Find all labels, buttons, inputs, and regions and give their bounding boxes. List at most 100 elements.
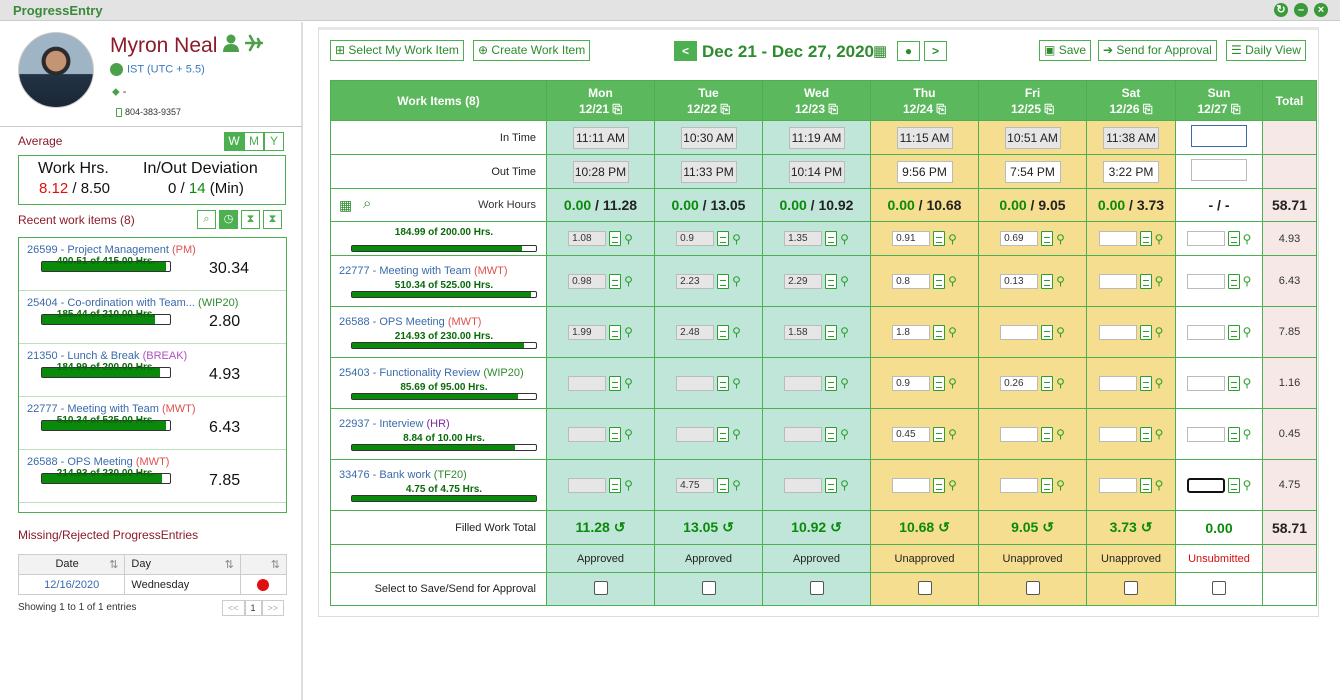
attach-icon[interactable]: ⚲ bbox=[732, 478, 741, 492]
recent-item-title[interactable]: 26599 - Project Management (PM) bbox=[27, 244, 196, 256]
send-approval-button[interactable]: ➔ Send for Approval bbox=[1098, 40, 1217, 61]
attach-icon[interactable]: ⚲ bbox=[732, 427, 741, 441]
copy-icon[interactable]: ⎘ bbox=[936, 101, 946, 116]
note-icon[interactable] bbox=[717, 273, 730, 289]
attach-icon[interactable]: ⚲ bbox=[1056, 325, 1065, 339]
note-icon[interactable] bbox=[1227, 375, 1240, 391]
attach-icon[interactable]: ⚲ bbox=[1154, 231, 1164, 246]
recent-item-title[interactable]: 26588 - OPS Meeting (MWT) bbox=[27, 456, 170, 468]
note-icon[interactable] bbox=[1041, 324, 1054, 340]
attach-icon[interactable]: ⚲ bbox=[1056, 478, 1065, 492]
note-icon[interactable] bbox=[1139, 273, 1152, 289]
recent-item-title[interactable]: 22777 - Meeting with Team (MWT) bbox=[27, 403, 196, 415]
recent-item[interactable]: 26599 - Project Management (PM) 400.51 o… bbox=[19, 238, 286, 291]
select-checkbox[interactable] bbox=[1124, 580, 1138, 595]
note-icon[interactable] bbox=[1227, 324, 1240, 340]
attach-icon[interactable]: ⚲ bbox=[1154, 478, 1164, 492]
work-item-title[interactable]: 22777 - Meeting with Team (MWT) bbox=[339, 264, 508, 277]
history-icon[interactable]: ↺ bbox=[1140, 519, 1153, 535]
attach-icon[interactable]: ⚲ bbox=[624, 376, 633, 390]
note-icon[interactable] bbox=[609, 324, 622, 340]
note-icon[interactable] bbox=[1139, 426, 1152, 442]
note-icon[interactable] bbox=[825, 477, 838, 493]
note-icon[interactable] bbox=[1227, 273, 1240, 289]
attach-icon[interactable]: ⚲ bbox=[624, 274, 633, 288]
hours-input[interactable] bbox=[784, 477, 823, 493]
hours-input[interactable] bbox=[1186, 273, 1225, 289]
attach-icon[interactable]: ⚲ bbox=[840, 376, 849, 390]
hourglass-icon[interactable]: ⧗ bbox=[241, 210, 260, 229]
note-icon[interactable] bbox=[609, 477, 622, 493]
toggle-week[interactable]: W bbox=[224, 132, 244, 151]
hours-input[interactable] bbox=[784, 375, 823, 391]
sort-icon[interactable]: ⇅ bbox=[224, 559, 234, 571]
note-icon[interactable] bbox=[1041, 477, 1054, 493]
select-my-work-item-button[interactable]: ⊞ Select My Work Item bbox=[330, 40, 464, 61]
attach-icon[interactable]: ⚲ bbox=[1242, 427, 1252, 441]
history-icon[interactable]: ↺ bbox=[722, 519, 734, 535]
minimize-icon[interactable]: – bbox=[1294, 3, 1308, 17]
hours-input[interactable] bbox=[568, 426, 607, 442]
close-icon[interactable]: × bbox=[1314, 3, 1328, 17]
note-icon[interactable] bbox=[1139, 477, 1152, 493]
note-icon[interactable] bbox=[1227, 426, 1240, 442]
prev-week-button[interactable]: < bbox=[674, 41, 697, 61]
hours-input[interactable] bbox=[1098, 477, 1137, 493]
hours-input[interactable]: 0.9 bbox=[676, 231, 715, 246]
hours-input[interactable] bbox=[1186, 477, 1225, 493]
note-icon[interactable] bbox=[933, 324, 946, 340]
note-icon[interactable] bbox=[825, 273, 838, 289]
note-icon[interactable] bbox=[717, 324, 730, 340]
attach-icon[interactable]: ⚲ bbox=[1056, 231, 1065, 246]
attach-icon[interactable]: ⚲ bbox=[840, 427, 849, 441]
recent-item[interactable]: 25404 - Co-ordination with Team... (WIP2… bbox=[19, 291, 286, 344]
note-icon[interactable] bbox=[1041, 375, 1054, 391]
page-number[interactable]: 1 bbox=[244, 600, 262, 616]
attach-icon[interactable]: ⚲ bbox=[948, 376, 957, 390]
hours-input[interactable]: 0.69 bbox=[1000, 231, 1039, 246]
hours-input[interactable]: 4.75 bbox=[676, 477, 715, 493]
work-item-title[interactable]: 26588 - OPS Meeting (MWT) bbox=[339, 315, 482, 328]
note-icon[interactable] bbox=[609, 273, 622, 289]
attach-icon[interactable]: ⚲ bbox=[1242, 376, 1252, 390]
create-work-item-button[interactable]: ⊕ Create Work Item bbox=[473, 40, 591, 61]
plane-icon[interactable] bbox=[244, 34, 264, 58]
attach-icon[interactable]: ⚲ bbox=[624, 427, 633, 441]
clock-icon[interactable]: ◷ bbox=[219, 210, 238, 229]
copy-icon[interactable]: ⎘ bbox=[612, 101, 622, 116]
note-icon[interactable] bbox=[933, 375, 946, 391]
current-week-button[interactable]: ● bbox=[897, 41, 920, 61]
in-time-input[interactable]: 10:51 AM bbox=[1004, 126, 1061, 149]
attach-icon[interactable]: ⚲ bbox=[732, 274, 741, 288]
hours-input[interactable]: 1.35 bbox=[784, 231, 823, 246]
recent-item[interactable]: 26588 - OPS Meeting (MWT) 214.93 of 230.… bbox=[19, 450, 286, 503]
select-checkbox[interactable] bbox=[701, 580, 716, 595]
select-checkbox[interactable] bbox=[917, 580, 932, 595]
calendar-icon[interactable]: ▦ bbox=[873, 43, 888, 60]
hours-input[interactable] bbox=[1098, 273, 1137, 289]
attach-icon[interactable]: ⚲ bbox=[1242, 274, 1252, 288]
in-time-input[interactable]: 11:15 AM bbox=[896, 126, 953, 149]
next-week-button[interactable]: > bbox=[924, 41, 947, 61]
hours-input[interactable]: 0.26 bbox=[1000, 375, 1039, 391]
hours-input[interactable]: 1.58 bbox=[784, 324, 823, 340]
attach-icon[interactable]: ⚲ bbox=[840, 325, 849, 339]
note-icon[interactable] bbox=[933, 426, 946, 442]
copy-icon[interactable]: ⎘ bbox=[1230, 101, 1241, 116]
col-date[interactable]: Date ⇅ bbox=[17, 554, 126, 575]
hours-input[interactable] bbox=[1098, 231, 1137, 246]
col-status[interactable]: ⇅ bbox=[239, 554, 288, 575]
attach-icon[interactable]: ⚲ bbox=[840, 478, 849, 492]
hours-input[interactable] bbox=[1186, 324, 1225, 340]
hours-input[interactable]: 0.91 bbox=[892, 231, 931, 246]
toggle-month[interactable]: M bbox=[244, 132, 264, 151]
attach-icon[interactable]: ⚲ bbox=[948, 478, 957, 492]
note-icon[interactable] bbox=[825, 426, 838, 442]
attach-icon[interactable]: ⚲ bbox=[624, 325, 633, 339]
hours-input[interactable]: 2.23 bbox=[676, 273, 715, 289]
recent-item-title[interactable]: 25404 - Co-ordination with Team... (WIP2… bbox=[27, 297, 239, 309]
note-icon[interactable] bbox=[717, 426, 730, 442]
note-icon[interactable] bbox=[825, 375, 838, 391]
next-page-button[interactable]: >> bbox=[261, 600, 285, 616]
sort-icon[interactable]: ⇅ bbox=[109, 559, 119, 571]
